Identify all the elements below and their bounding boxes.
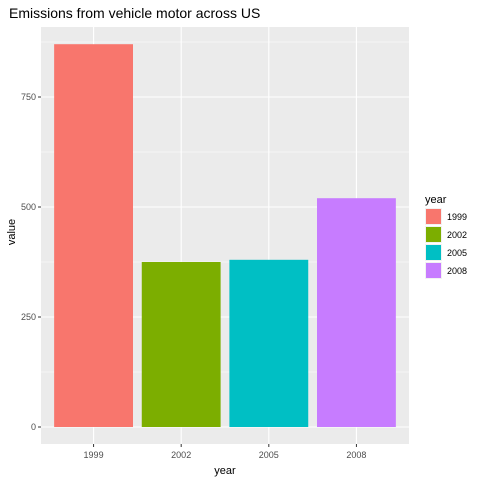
x-tick-label: 2002 [171,450,191,460]
legend: year 1999 2002 2005 2008 [425,194,467,279]
y-tick-label: 750 [21,92,36,102]
legend-label-1999: 1999 [447,212,467,222]
x-tick-label: 2008 [346,450,366,460]
legend-label-2002: 2002 [447,230,467,240]
bar-2008 [317,198,396,427]
x-axis-title: year [214,465,236,477]
legend-swatch-2008 [426,263,441,278]
legend-swatch-2005 [426,245,441,260]
y-axis-title: value [6,219,18,245]
legend-label-2005: 2005 [447,248,467,258]
x-tick-label: 2005 [259,450,279,460]
legend-swatch-2002 [426,227,441,242]
bar-2005 [229,259,309,427]
y-tick-label: 0 [31,422,36,432]
y-tick-label: 500 [21,202,36,212]
legend-swatch-1999 [426,209,441,224]
chart-title: Emissions from vehicle motor across US [9,5,260,21]
legend-title: year [425,194,447,206]
y-tick-label: 250 [21,312,36,322]
legend-label-2008: 2008 [447,266,467,276]
x-tick-label: 1999 [84,450,104,460]
bar-1999 [54,44,134,427]
bar-2002 [141,262,221,427]
